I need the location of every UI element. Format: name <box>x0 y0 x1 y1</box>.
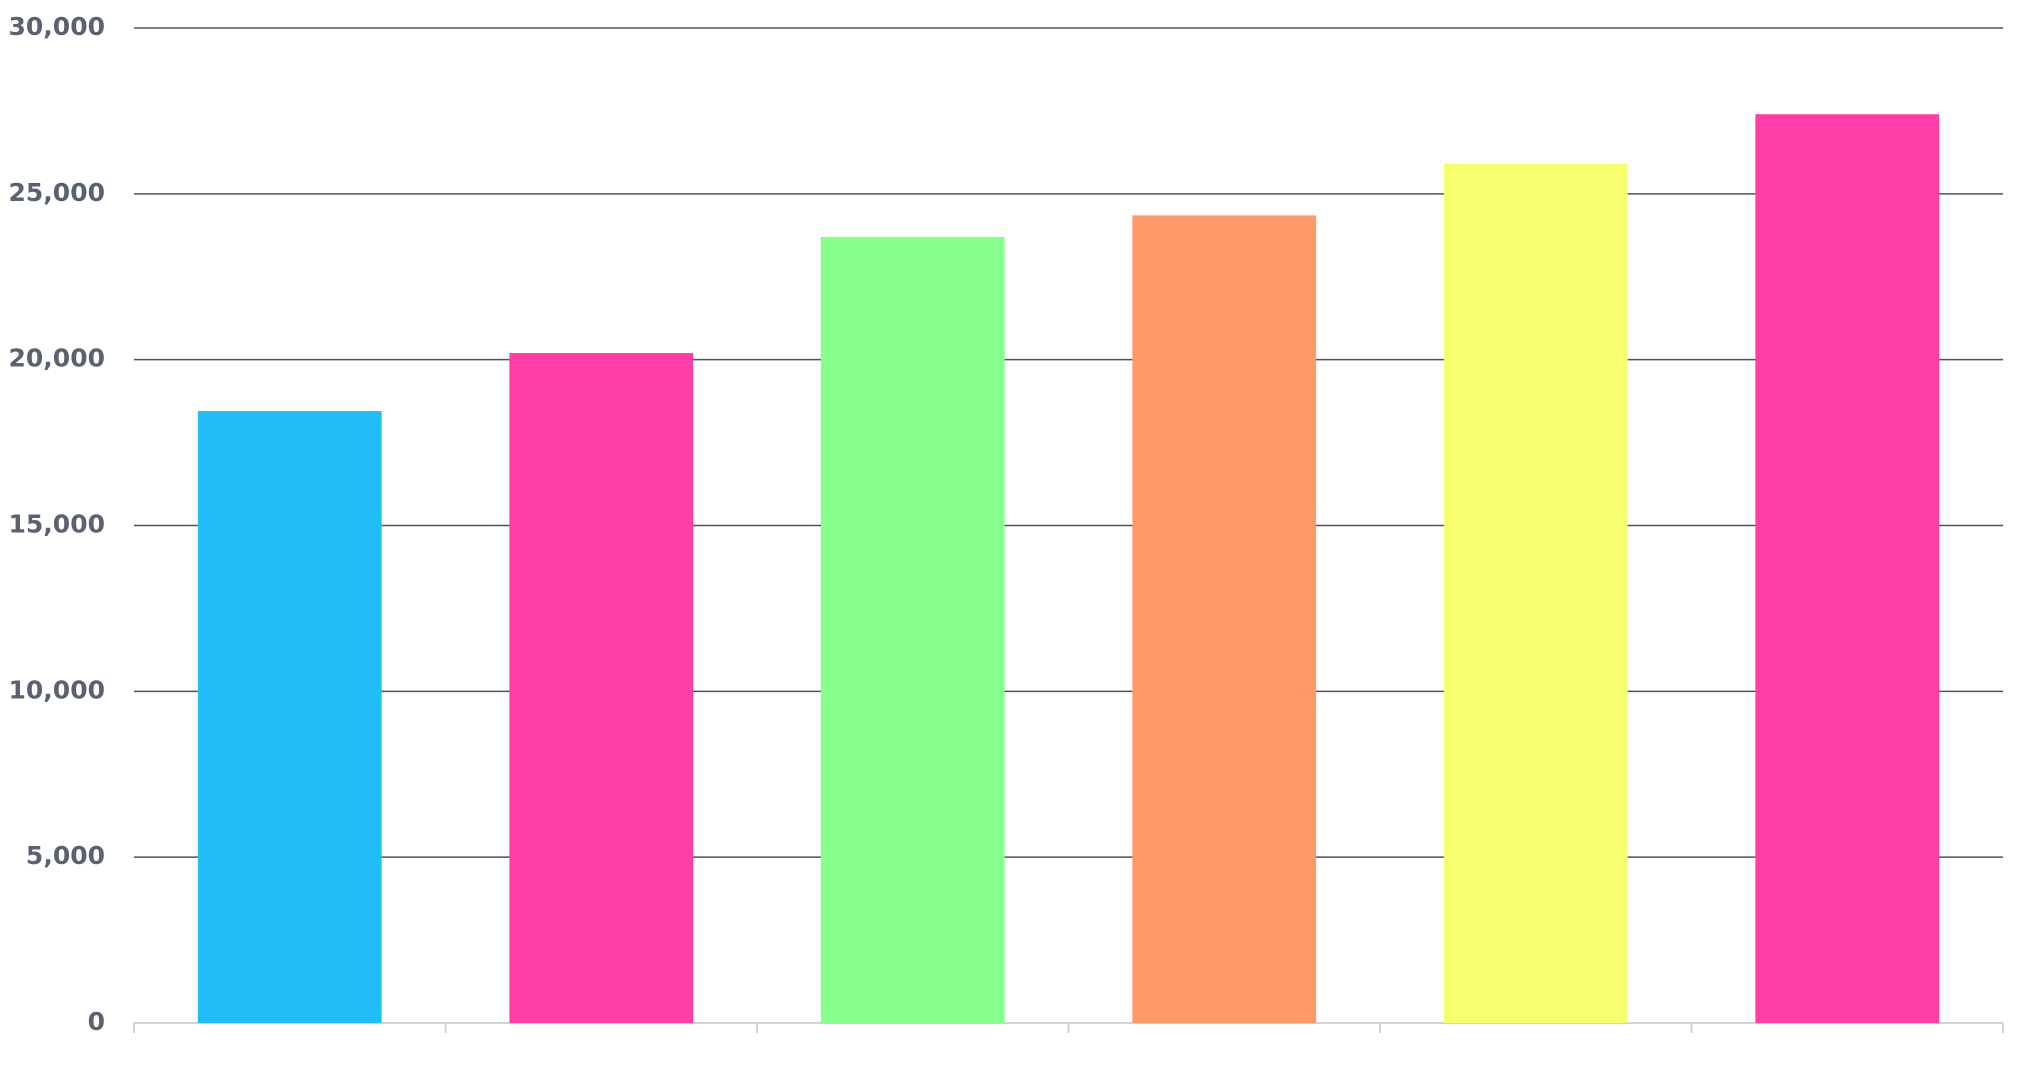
y-tick-label: 25,000 <box>9 178 105 207</box>
bar <box>1443 163 1628 1023</box>
y-tick-label: 15,000 <box>9 510 105 539</box>
bar <box>820 236 1005 1023</box>
y-tick-label: 0 <box>88 1007 105 1036</box>
y-tick-label: 20,000 <box>9 344 105 373</box>
bar <box>1132 215 1317 1023</box>
bar <box>197 411 382 1023</box>
y-tick-label: 30,000 <box>9 12 105 41</box>
y-tick-label: 10,000 <box>9 675 105 704</box>
y-tick-label: 5,000 <box>26 841 105 870</box>
bar <box>509 353 694 1023</box>
bar <box>1755 114 1940 1023</box>
